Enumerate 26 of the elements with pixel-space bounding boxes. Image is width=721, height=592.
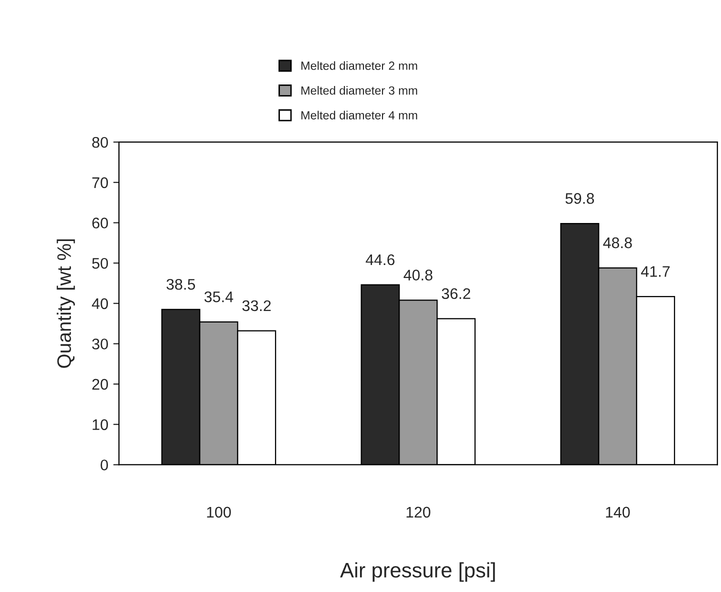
legend-label: Melted diameter 3 mm: [301, 86, 418, 95]
data-label: 36.2: [442, 288, 470, 300]
data-label: 41.7: [641, 266, 670, 277]
data-label: 35.4: [204, 291, 234, 302]
data-label: 40.8: [404, 270, 432, 280]
y-tick-label: 80: [92, 136, 108, 148]
y-tick-label: 50: [92, 258, 108, 269]
data-label: 33.2: [242, 300, 271, 312]
y-axis-title: Quantity [wt %]: [56, 239, 75, 368]
y-tick-label: 40: [92, 298, 108, 310]
y-tick-label: 20: [92, 378, 108, 390]
y-tick-label: 70: [92, 177, 108, 188]
y-tick-label: 30: [92, 338, 108, 350]
legend-label: Melted diameter 4 mm: [301, 110, 418, 120]
y-tick-label: 10: [92, 419, 108, 430]
y-tick-label: 60: [92, 218, 108, 228]
data-label: 38.5: [166, 278, 196, 290]
x-tick-label: 140: [606, 506, 630, 518]
data-label: 48.8: [603, 237, 632, 248]
legend-label: Melted diameter 2 mm: [301, 61, 418, 70]
y-tick-label: 0: [100, 460, 108, 470]
data-label: 59.8: [566, 193, 594, 204]
data-label: 44.6: [366, 254, 394, 266]
x-axis-title: Air pressure [psi]: [340, 562, 495, 582]
x-tick-label: 120: [406, 506, 430, 518]
x-tick-label: 100: [207, 506, 231, 518]
